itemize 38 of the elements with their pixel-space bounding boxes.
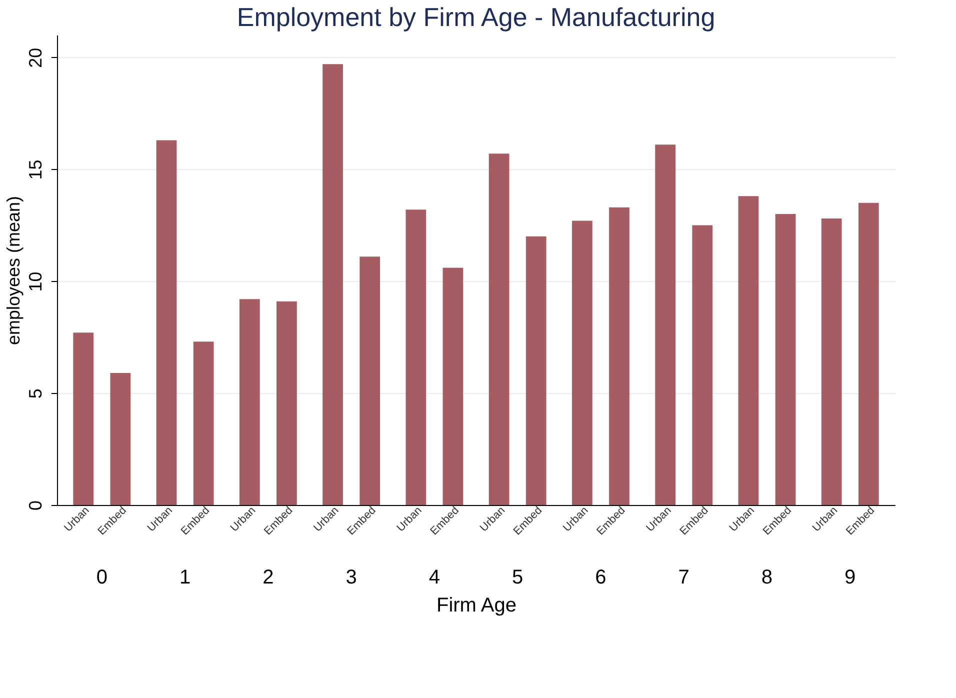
bar [442, 268, 464, 505]
bar [156, 140, 177, 505]
x-tick-label: 7 [678, 566, 690, 588]
bar [775, 214, 796, 505]
bar [360, 256, 380, 505]
bar [526, 236, 546, 505]
y-tick-label: 15 [26, 160, 46, 180]
bar [73, 332, 94, 505]
bar [858, 202, 879, 505]
chart-title: Employment by Firm Age - Manufacturing [236, 2, 716, 32]
bar [322, 64, 343, 505]
bar [821, 218, 842, 505]
bar [655, 144, 676, 505]
bar [488, 154, 510, 505]
x-tick-label: 5 [512, 566, 524, 588]
x-tick-label: 9 [844, 566, 856, 588]
x-axis-title: Firm Age [436, 594, 517, 616]
bar [692, 225, 713, 505]
x-tick-label: 3 [346, 566, 357, 588]
x-tick-label: 2 [262, 566, 274, 588]
bar [239, 299, 260, 505]
y-tick-label: 5 [26, 388, 46, 399]
y-tick-label: 20 [26, 48, 46, 68]
bar [572, 220, 592, 505]
y-tick-label: 10 [26, 272, 46, 292]
bar [738, 196, 759, 505]
x-tick-label: 6 [595, 566, 606, 588]
y-axis-title: employees (mean) [4, 196, 24, 346]
x-tick-label: 8 [761, 566, 773, 588]
bar [609, 207, 630, 505]
x-tick-label: 4 [428, 566, 440, 588]
x-tick-label: 0 [96, 566, 108, 588]
x-tick-label: 1 [179, 566, 191, 588]
bar [193, 342, 214, 505]
bar [406, 210, 426, 505]
y-tick-label: 0 [26, 500, 46, 511]
bar [110, 372, 131, 505]
bar [276, 301, 297, 505]
